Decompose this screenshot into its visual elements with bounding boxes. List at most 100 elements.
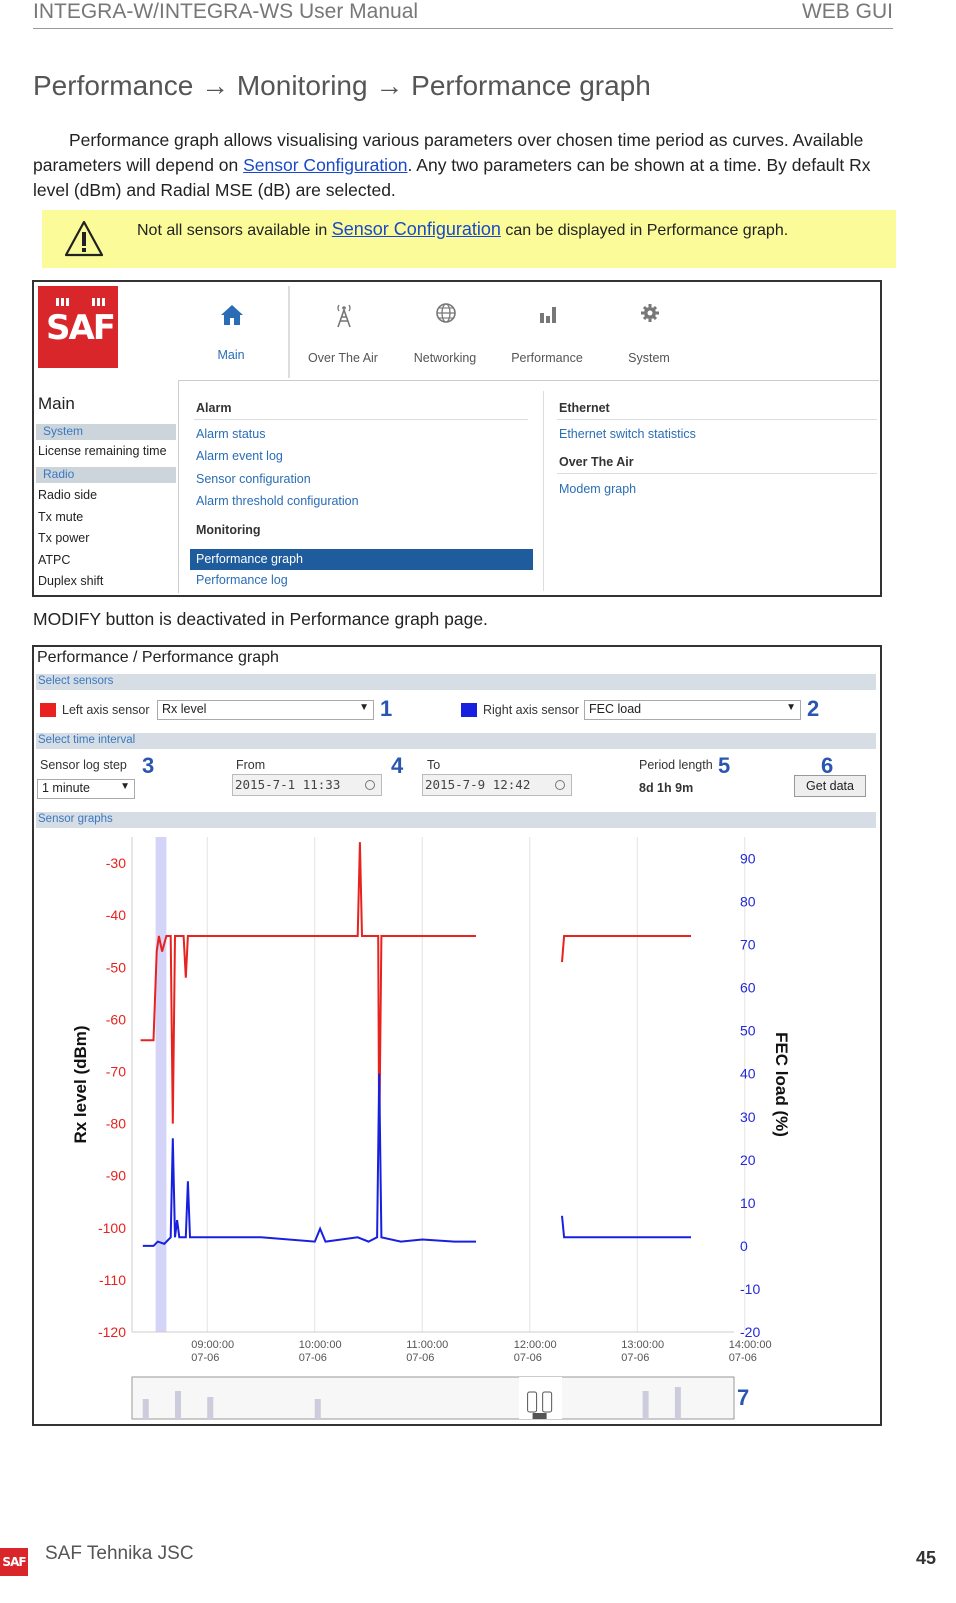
sidebar-section-radio: Radio <box>36 467 176 483</box>
menu-link-sensor-configuration[interactable]: Sensor configuration <box>196 472 311 486</box>
nav-separator <box>288 286 290 378</box>
bar-chart-icon <box>540 307 556 323</box>
sensor-log-step-value: 1 minute <box>42 781 90 795</box>
menu-title-monitoring: Monitoring <box>196 523 261 537</box>
y2-tick-label: 80 <box>740 894 756 910</box>
series-line-fec-load <box>561 1215 691 1239</box>
y2-tick-label: 70 <box>740 937 756 953</box>
sidebar-item-tx-power[interactable]: Tx power <box>38 531 90 545</box>
menu-link-performance-log[interactable]: Performance log <box>196 573 288 587</box>
footer-logo: SAF <box>0 1548 28 1576</box>
y2-tick-label: 20 <box>740 1152 756 1168</box>
from-date-value: 2015-7-1 11:33 <box>235 777 341 792</box>
performance-graph-screenshot: Performance / Performance graph Select s… <box>32 645 882 1426</box>
left-axis-sensor-value: Rx level <box>162 702 207 716</box>
warning-icon <box>64 220 104 257</box>
callout-1: 1 <box>380 696 393 721</box>
menu-link-label: Performance graph <box>196 552 304 566</box>
antenna-icon <box>337 304 351 328</box>
menu-link-alarm-status[interactable]: Alarm status <box>196 427 266 441</box>
section-title: Performance → Monitoring → Performance g… <box>33 70 651 101</box>
clock-icon[interactable] <box>365 780 375 790</box>
x-tick-label: 12:00:00 <box>514 1339 557 1351</box>
sensor-graphs-label: Sensor graphs <box>38 813 113 825</box>
range-navigator <box>131 1376 735 1420</box>
x-tick-sublabel: 07-06 <box>191 1352 219 1364</box>
x-tick-sublabel: 07-06 <box>299 1352 327 1364</box>
nav-label-networking: Networking <box>413 351 477 365</box>
nav-networking[interactable]: Networking <box>394 286 496 378</box>
right-axis-color-swatch <box>461 703 477 717</box>
to-date-input[interactable]: 2015-7-9 12:42 <box>422 774 572 796</box>
sidebar-item-license[interactable]: License remaining time <box>38 444 167 458</box>
nav-over-the-air[interactable]: Over The Air <box>292 286 394 378</box>
dropdown-menu: Alarm Alarm status Alarm event log Senso… <box>178 380 879 593</box>
nav-system[interactable]: System <box>598 286 700 378</box>
y-tick-label: -80 <box>106 1116 126 1132</box>
menu-title-alarm: Alarm <box>196 401 232 415</box>
callout-3: 3 <box>142 753 155 778</box>
y2-axis-title: FEC load (%) <box>772 1032 791 1137</box>
right-axis-sensor-select[interactable]: FEC load ▼ <box>584 700 801 720</box>
menu-link-performance-graph[interactable]: Performance graph <box>190 549 533 570</box>
menu-divider <box>557 473 877 474</box>
sidebar-item-radio-side[interactable]: Radio side <box>38 488 98 502</box>
callout-4: 4 <box>391 753 404 778</box>
x-tick-sublabel: 07-06 <box>406 1352 434 1364</box>
menu-title-ethernet: Ethernet <box>559 401 610 415</box>
x-tick-sublabel: 07-06 <box>729 1352 757 1364</box>
page-header: INTEGRA-W/INTEGRA-WS User Manual WEB GUI <box>33 0 893 29</box>
sensor-log-step-select[interactable]: 1 minute ▼ <box>37 779 135 799</box>
nav-label-main: Main <box>217 348 245 362</box>
clock-icon[interactable] <box>555 780 565 790</box>
y2-tick-label: 10 <box>740 1195 756 1211</box>
intro-paragraph: Performance graph allows visualising var… <box>33 128 893 203</box>
select-sensors-bar: Select sensors <box>36 674 876 690</box>
y-tick-label: -40 <box>106 907 126 923</box>
period-length-value: 8d 1h 9m <box>639 781 694 795</box>
menu-link-modem-graph[interactable]: Modem graph <box>559 482 637 496</box>
left-axis-sensor-select[interactable]: Rx level ▼ <box>157 700 374 720</box>
y-tick-label: -100 <box>98 1220 126 1236</box>
range-handle-left <box>527 1391 538 1413</box>
sidebar-title: Main <box>38 394 75 413</box>
callout-2: 2 <box>807 696 820 721</box>
nav-main[interactable]: Main <box>180 286 282 378</box>
y2-tick-label: 40 <box>740 1066 756 1082</box>
select-sensors-label: Select sensors <box>38 675 114 687</box>
menu-link-alarm-threshold[interactable]: Alarm threshold configuration <box>196 494 359 508</box>
menu-link-alarm-event-log[interactable]: Alarm event log <box>196 449 283 463</box>
series-line-rx-level <box>140 842 476 1145</box>
x-tick-label: 10:00:00 <box>299 1339 342 1351</box>
series-line-rx-level <box>561 935 691 963</box>
callout-7: 7 <box>737 1385 750 1410</box>
top-nav: Main Over The Air Networking <box>180 286 880 378</box>
page-number: 45 <box>915 1548 936 1568</box>
y-tick-label: -90 <box>106 1168 126 1184</box>
main-menu-screenshot: SAF Main Over The Air <box>32 280 882 597</box>
menu-link-ethernet-switch-statistics[interactable]: Ethernet switch statistics <box>559 427 696 441</box>
get-data-button[interactable]: Get data <box>794 775 866 797</box>
header-title: INTEGRA-W/INTEGRA-WS User Manual <box>33 0 419 23</box>
note-sensor-configuration-link[interactable]: Sensor Configuration <box>331 219 501 239</box>
sidebar-item-duplex-shift[interactable]: Duplex shift <box>38 574 104 588</box>
note-text-2: can be displayed in Performance graph. <box>500 222 789 239</box>
y2-tick-label: 50 <box>740 1023 756 1039</box>
sidebar-item-atpc[interactable]: ATPC <box>38 553 71 567</box>
callout-6: 6 <box>821 753 834 778</box>
range-navigator-gap <box>519 1377 562 1419</box>
to-date-value: 2015-7-9 12:42 <box>425 777 531 792</box>
range-handle-right <box>542 1391 553 1413</box>
from-date-input[interactable]: 2015-7-1 11:33 <box>232 774 382 796</box>
note-text-1: Not all sensors available in <box>137 222 332 239</box>
x-tick-sublabel: 07-06 <box>621 1352 649 1364</box>
x-tick-label: 13:00:00 <box>621 1339 664 1351</box>
to-label: To <box>427 758 441 772</box>
y-tick-label: -120 <box>98 1324 126 1340</box>
navigator-bar <box>175 1391 181 1419</box>
sensor-configuration-link[interactable]: Sensor Configuration <box>243 155 408 175</box>
sensor-log-step-label: Sensor log step <box>40 758 127 772</box>
nav-performance[interactable]: Performance <box>496 286 598 378</box>
highlight-band <box>155 837 167 1332</box>
sidebar-item-tx-mute[interactable]: Tx mute <box>38 510 84 524</box>
